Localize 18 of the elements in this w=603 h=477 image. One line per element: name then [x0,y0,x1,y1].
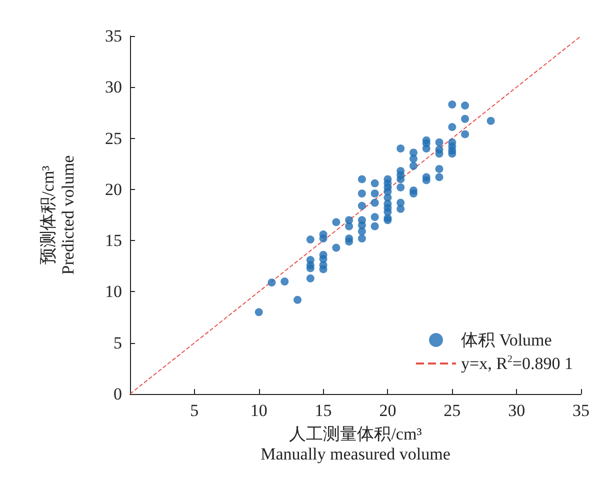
y-tick-label: 30 [105,78,122,97]
x-tick-label: 15 [314,401,332,420]
y-tick-label: 10 [105,282,122,302]
y-tick-label: 15 [105,231,122,250]
x-tick-label: 30 [508,401,526,420]
x-axis-title: 人工测量体积/cm³ Manually measured volume [260,424,450,464]
x-tick-label: 35 [572,401,590,420]
y-tick-label: 25 [105,128,122,148]
y-tick-label: 35 [105,26,122,46]
x-tick-label: 25 [444,401,461,420]
y-axis-title: 预测体积/cm³ Predicted volume [38,155,78,275]
x-tick-label: 10 [250,401,268,420]
x-tick-label: 20 [379,401,396,420]
y-tick-label: 5 [114,333,122,352]
y-tick-label: 0 [114,384,122,404]
x-tick-label: 5 [190,401,199,420]
y-tick-label: 20 [105,180,122,199]
legend-label: 体积 Volume [460,330,552,350]
